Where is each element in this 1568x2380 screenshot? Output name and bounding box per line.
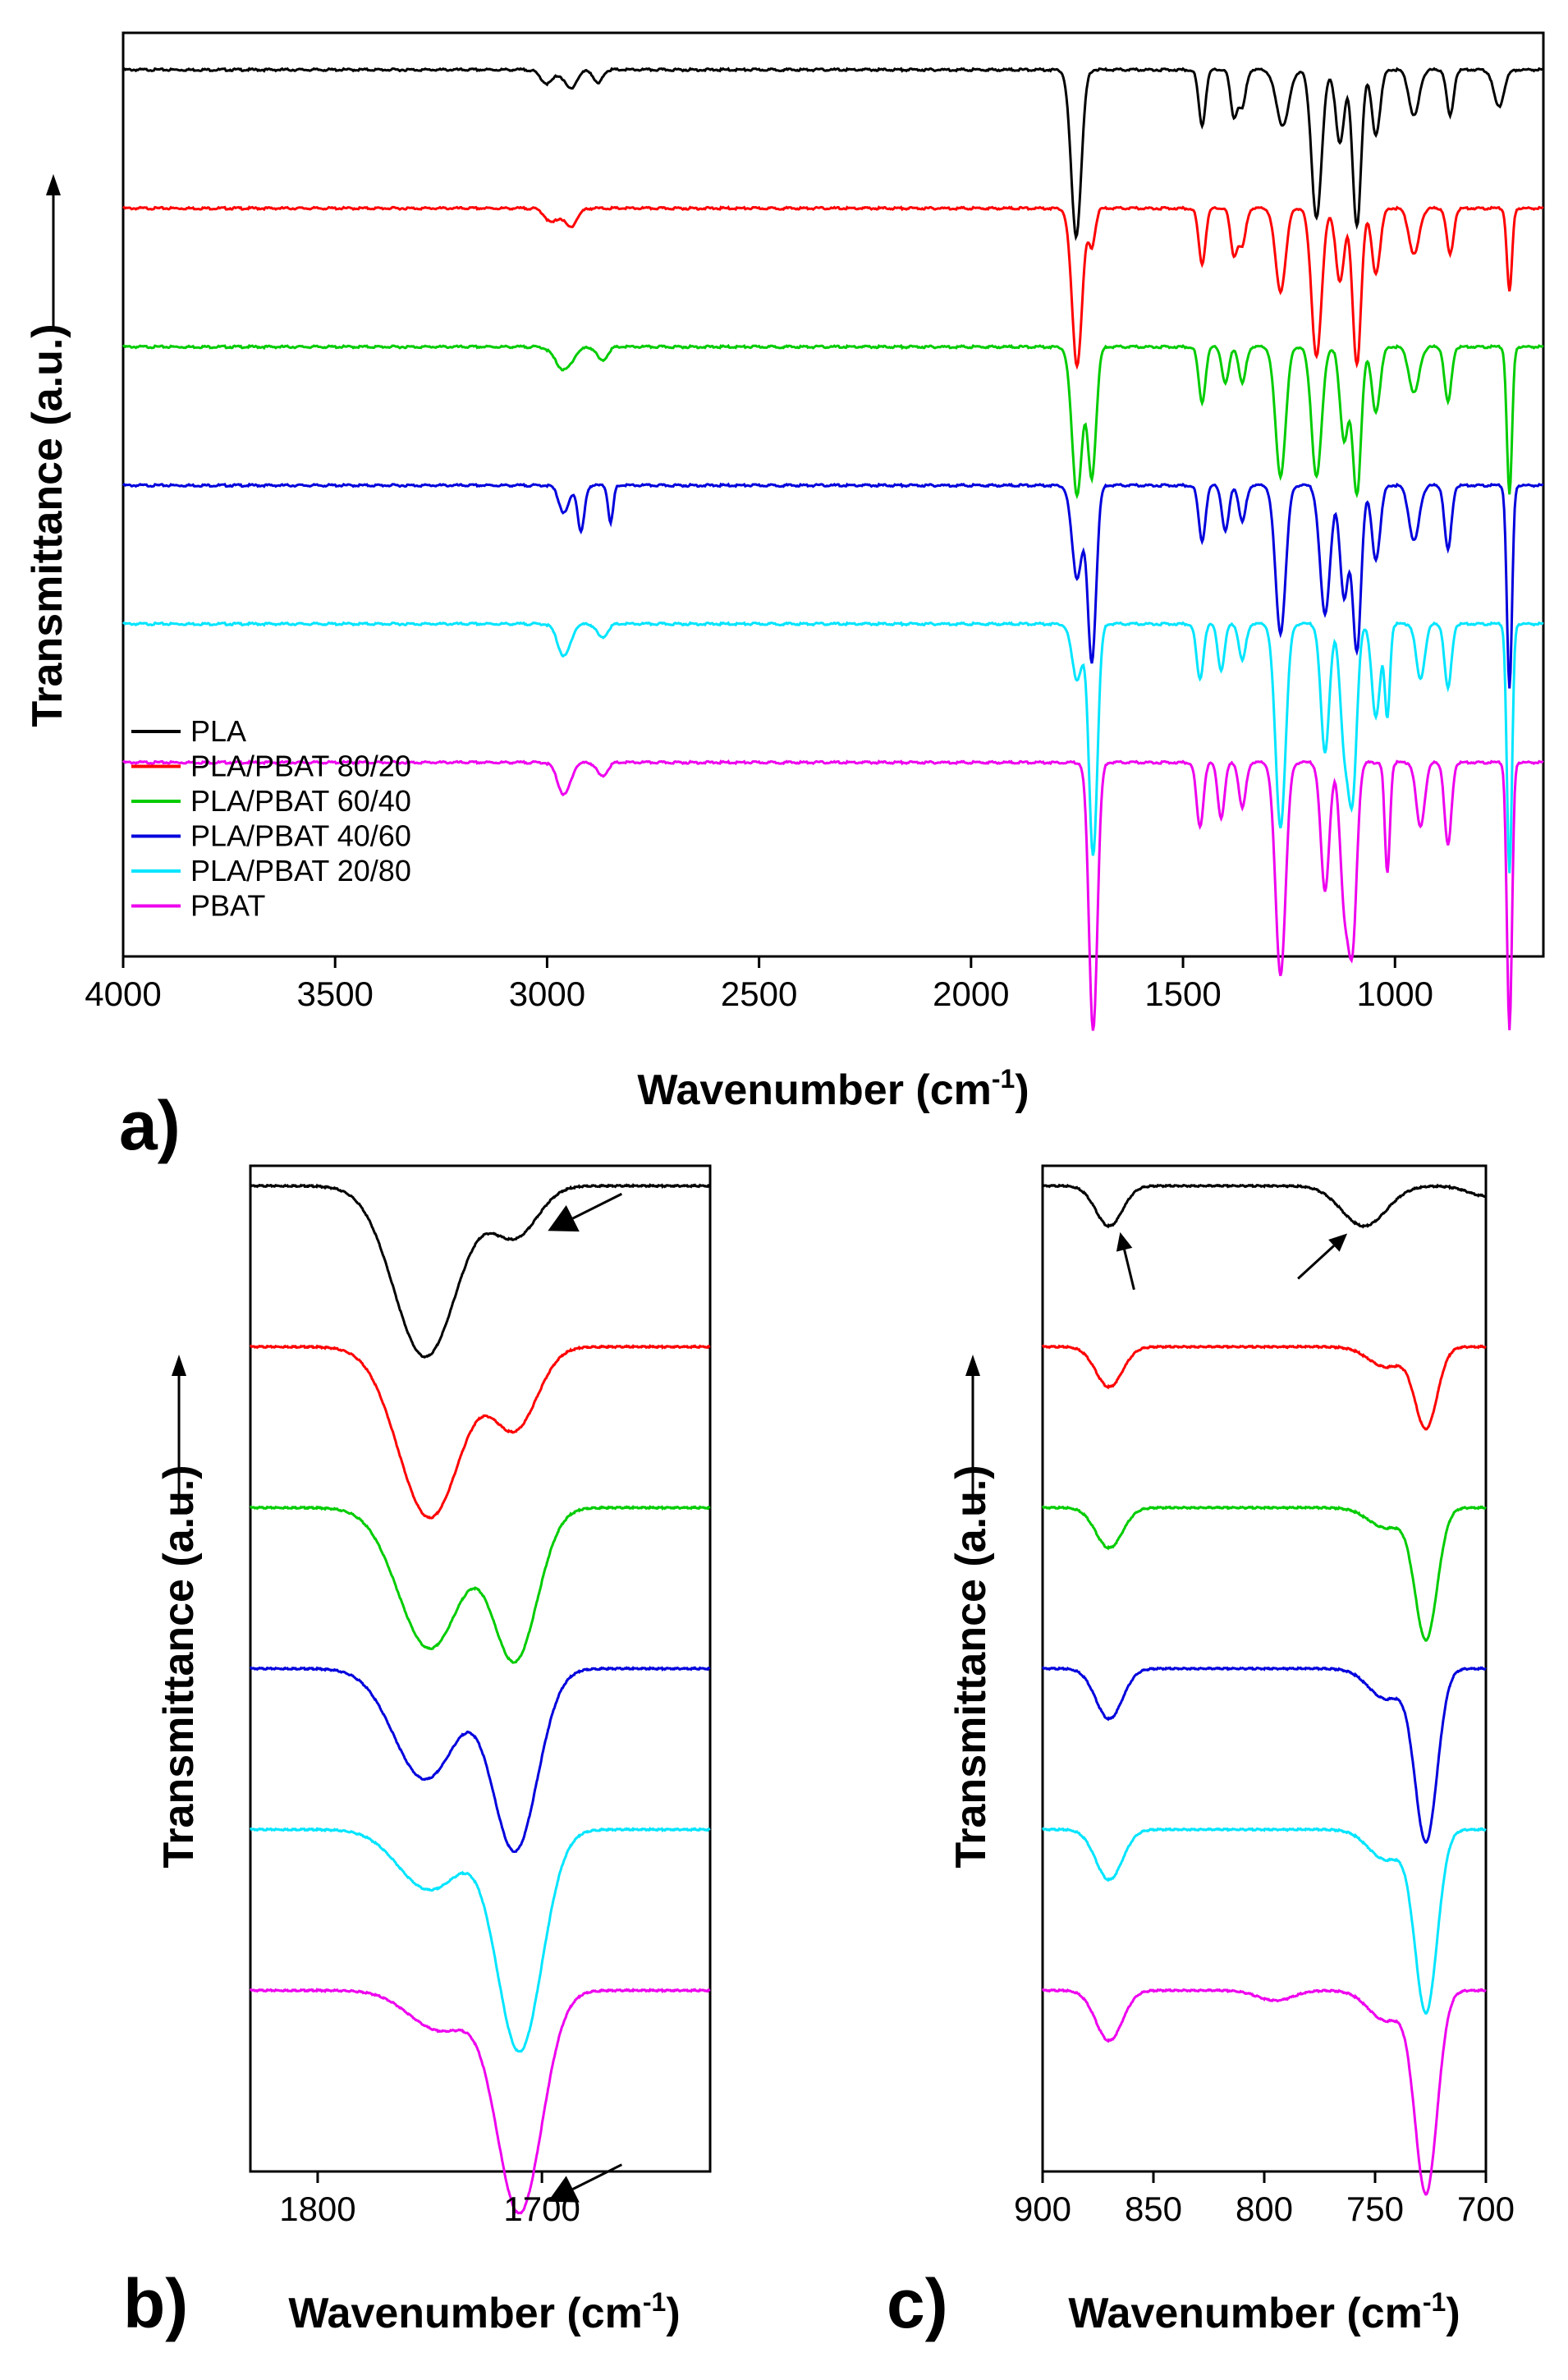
legend-label-pla: PLA bbox=[190, 714, 246, 748]
panel-b-arrow-1 bbox=[548, 1192, 623, 1232]
panel-c: 900 850 800 750 700 Wavenumber (cm-1) Transm… bbox=[887, 1164, 1515, 2342]
panel-a-series-pbat bbox=[121, 759, 1544, 1031]
panel-a-series-pla-pbat-40-60 bbox=[121, 482, 1544, 689]
panel-c-y-arrow bbox=[965, 1355, 980, 1511]
panel-c-arrow-1 bbox=[1116, 1231, 1135, 1291]
panel-b-arrow-2 bbox=[548, 2163, 623, 2203]
panel-c-annotations bbox=[1116, 1231, 1348, 1291]
panel-a: 4000 3500 3000 2500 2000 1500 1000 PLAPLA/PBAT… bbox=[24, 31, 1545, 1164]
panel-b-label: b) bbox=[123, 2265, 188, 2342]
panel-a-xtick-label-3500: 3500 bbox=[296, 974, 373, 1013]
panel-b-series-pla-pbat-80-20 bbox=[249, 1343, 711, 1520]
panel-a-series-pla-pbat-20-80 bbox=[121, 621, 1544, 874]
panel-a-series-pla-pbat-80-20 bbox=[121, 204, 1544, 370]
panel-c-label: c) bbox=[887, 2265, 948, 2342]
panel-b-ticks: 1800 1700 bbox=[279, 2171, 580, 2228]
panel-a-series-pla bbox=[121, 66, 1544, 241]
panel-a-series bbox=[121, 66, 1544, 1031]
panel-b: 1800 1700 Wavenumber (cm-1) Transmittance… bbox=[123, 1164, 712, 2342]
panel-a-xtick-label-1500: 1500 bbox=[1144, 974, 1221, 1013]
panel-c-xtick-label-850: 850 bbox=[1125, 2190, 1182, 2228]
panel-a-ticks: 4000 3500 3000 2500 2000 1500 1000 bbox=[85, 956, 1433, 1013]
panel-a-label: a) bbox=[119, 1087, 181, 1164]
legend-label-pla-pbat-40-60: PLA/PBAT 40/60 bbox=[190, 819, 411, 853]
legend-label-pbat: PBAT bbox=[190, 889, 265, 923]
panel-b-y-arrow bbox=[172, 1355, 186, 1511]
panel-c-xtick-label-750: 750 bbox=[1346, 2190, 1404, 2228]
panel-c-series-pla-pbat-20-80 bbox=[1041, 1827, 1487, 2015]
panel-c-series-pla-pbat-80-20 bbox=[1041, 1344, 1487, 1431]
panel-c-series-pla bbox=[1041, 1183, 1487, 1229]
panel-a-ylabel: Transmittance (a.u.) bbox=[24, 323, 71, 727]
panel-a-xtick-label-2500: 2500 bbox=[721, 974, 797, 1013]
panel-b-series-pbat bbox=[249, 1987, 711, 2215]
panel-b-series bbox=[249, 1182, 711, 2215]
panel-c-ticks: 900 850 800 750 700 bbox=[1014, 2171, 1515, 2228]
legend-label-pla-pbat-60-40: PLA/PBAT 60/40 bbox=[190, 784, 411, 818]
legend-label-pla-pbat-20-80: PLA/PBAT 20/80 bbox=[190, 854, 411, 887]
panel-c-xtick-label-900: 900 bbox=[1014, 2190, 1071, 2228]
panel-b-series-pla-pbat-20-80 bbox=[249, 1826, 711, 2053]
panel-b-annotations bbox=[548, 1192, 623, 2203]
panel-c-series-pla-pbat-40-60 bbox=[1041, 1666, 1487, 1845]
panel-c-xtick-label-700: 700 bbox=[1457, 2190, 1515, 2228]
legend-label-pla-pbat-80-20: PLA/PBAT 80/20 bbox=[190, 750, 411, 783]
panel-b-series-pla-pbat-40-60 bbox=[249, 1665, 711, 1853]
panel-a-xtick-label-1000: 1000 bbox=[1357, 974, 1433, 1013]
panel-a-xtick-label-4000: 4000 bbox=[85, 974, 161, 1013]
panel-c-ylabel: Transmittance (a.u.) bbox=[947, 1465, 995, 1868]
panel-c-arrow-2 bbox=[1297, 1233, 1348, 1280]
panel-b-series-pla-pbat-60-40 bbox=[249, 1504, 711, 1664]
panel-a-series-pla-pbat-60-40 bbox=[121, 343, 1544, 500]
panel-c-series-pla-pbat-60-40 bbox=[1041, 1505, 1487, 1642]
panel-a-frame bbox=[121, 31, 1545, 958]
panel-c-xtick-label-800: 800 bbox=[1236, 2190, 1293, 2228]
panel-c-series-pbat bbox=[1041, 1988, 1487, 2196]
panel-b-ylabel: Transmittance (a.u.) bbox=[155, 1465, 203, 1868]
panel-c-series bbox=[1041, 1183, 1487, 2196]
panel-a-xtick-label-3000: 3000 bbox=[509, 974, 585, 1013]
panel-b-xlabel: Wavenumber (cm-1) bbox=[288, 2287, 680, 2337]
panel-a-y-arrow bbox=[46, 174, 61, 328]
panel-c-xlabel: Wavenumber (cm-1) bbox=[1068, 2287, 1460, 2337]
panel-a-xlabel: Wavenumber (cm-1) bbox=[637, 1064, 1029, 1114]
panel-a-xtick-label-2000: 2000 bbox=[933, 974, 1009, 1013]
panel-b-series-pla bbox=[249, 1182, 711, 1359]
panel-b-xtick-label-1800: 1800 bbox=[279, 2190, 355, 2228]
